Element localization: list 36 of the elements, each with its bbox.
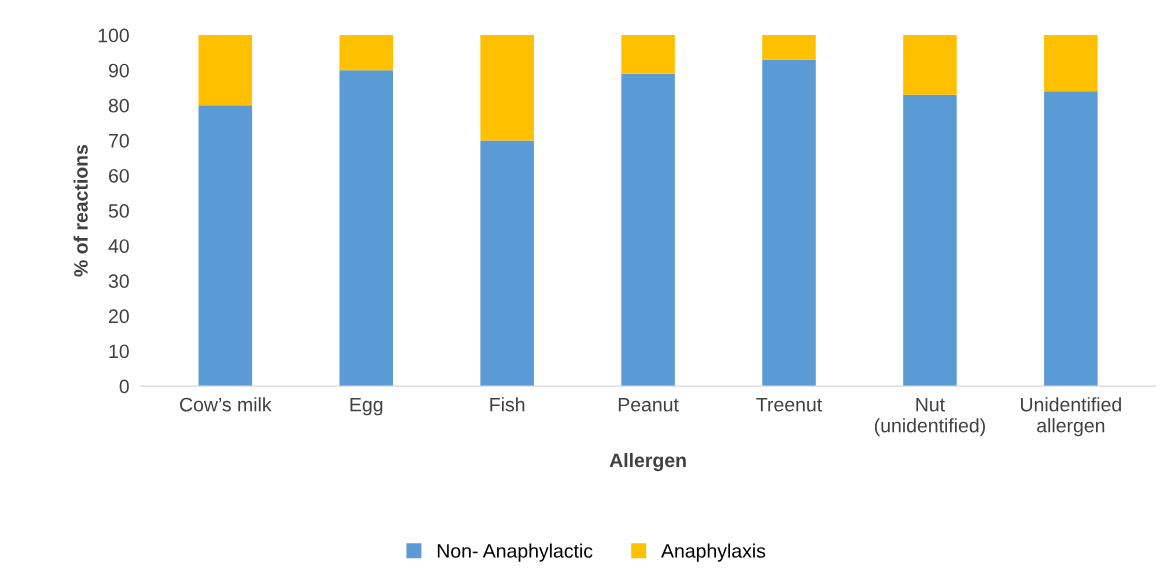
- x-tick-label: Peanut: [618, 397, 679, 412]
- y-tick-label: 20: [109, 309, 129, 324]
- bar: [903, 35, 957, 95]
- bar: [480, 35, 534, 141]
- bar: [1044, 91, 1098, 387]
- y-tick-label: 40: [108, 239, 129, 253]
- y-tick-label: 30: [108, 274, 129, 289]
- bar: [198, 35, 253, 106]
- bar: [1044, 35, 1098, 92]
- x-tick-label: Nut (unidentified): [874, 397, 985, 437]
- legend-label: Non- Anaphylactic: [437, 543, 593, 562]
- bar: [621, 35, 675, 74]
- y-tick-label: 50: [108, 204, 129, 218]
- bar: [762, 35, 816, 60]
- y-tick-label: 70: [109, 133, 129, 148]
- bar: [339, 70, 394, 387]
- y-tick-label: 100: [98, 28, 129, 43]
- bar: [480, 140, 534, 387]
- legend-label: Anaphylaxis: [661, 543, 766, 562]
- y-tick-label: 10: [109, 344, 129, 359]
- y-tick-label: 60: [109, 168, 129, 183]
- y-tick-label: 90: [108, 63, 129, 78]
- bar: [198, 105, 253, 387]
- x-axis-title: Allergen: [609, 452, 686, 472]
- bar: [903, 94, 957, 387]
- bar: [762, 59, 816, 387]
- x-tick-label: Fish: [490, 397, 525, 412]
- y-tick-label: 80: [108, 98, 129, 113]
- bar: [339, 35, 394, 71]
- x-tick-label: Egg: [350, 397, 383, 416]
- x-tick-label: Cow’s milk: [180, 397, 272, 412]
- y-axis-title: % of reactions: [73, 144, 88, 277]
- y-tick-label: 0: [119, 379, 129, 394]
- bar: [621, 73, 675, 387]
- x-tick-label: Treenut: [756, 397, 823, 412]
- x-tick-label: Unidentified allergen: [1021, 397, 1121, 437]
